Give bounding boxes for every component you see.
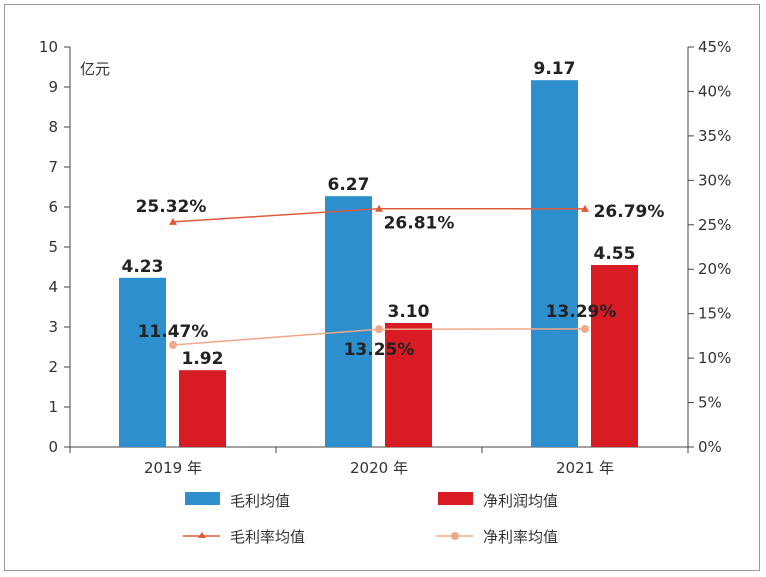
left-tick-label: 5 bbox=[48, 238, 58, 256]
line-point-triangle bbox=[581, 204, 589, 212]
right-tick-label: 35% bbox=[698, 127, 731, 145]
bar-data-label: 3.10 bbox=[388, 302, 430, 322]
legend-triangle-marker bbox=[198, 532, 206, 538]
unit-label: 亿元 bbox=[80, 60, 110, 78]
left-tick-label: 9 bbox=[48, 78, 58, 96]
left-tick-label: 6 bbox=[48, 198, 58, 216]
right-tick-label: 30% bbox=[698, 171, 731, 189]
left-tick-label: 1 bbox=[48, 398, 58, 416]
legend-label: 毛利均值 bbox=[230, 492, 290, 510]
left-tick-label: 0 bbox=[48, 438, 58, 456]
bar-data-label: 9.17 bbox=[534, 59, 576, 79]
x-tick-label: 2020 年 bbox=[350, 459, 408, 477]
left-tick-label: 2 bbox=[48, 358, 58, 376]
bar-data-label: 4.55 bbox=[594, 244, 636, 264]
left-tick-label: 3 bbox=[48, 318, 58, 336]
line-data-label: 26.79% bbox=[594, 202, 665, 222]
chart-frame bbox=[4, 4, 760, 571]
legend-label: 净利率均值 bbox=[483, 528, 558, 546]
line-point-circle bbox=[169, 341, 177, 350]
right-tick-label: 10% bbox=[698, 349, 731, 367]
bar-gross-profit bbox=[531, 80, 578, 447]
line-data-label: 11.47% bbox=[138, 322, 209, 342]
legend-circle-marker bbox=[451, 532, 459, 540]
x-tick-label: 2019 年 bbox=[144, 459, 202, 477]
right-tick-label: 0% bbox=[698, 438, 722, 456]
bar-gross-profit bbox=[325, 196, 372, 447]
right-tick-label: 20% bbox=[698, 260, 731, 278]
bar-net-profit bbox=[385, 323, 432, 447]
line-point-triangle bbox=[169, 217, 177, 225]
right-tick-label: 45% bbox=[698, 38, 731, 56]
left-tick-label: 8 bbox=[48, 118, 58, 136]
line-data-label: 13.25% bbox=[344, 340, 415, 360]
line-data-label: 25.32% bbox=[136, 197, 207, 217]
left-tick-label: 7 bbox=[48, 158, 58, 176]
legend-label: 净利润均值 bbox=[483, 492, 558, 510]
right-tick-label: 40% bbox=[698, 82, 731, 100]
legend-swatch bbox=[185, 492, 220, 505]
line-point-triangle bbox=[375, 204, 383, 212]
line-point-circle bbox=[375, 325, 383, 334]
bar-net-profit bbox=[179, 370, 226, 447]
bar-data-label: 6.27 bbox=[328, 175, 370, 195]
bar-gross-profit bbox=[119, 277, 166, 447]
legend-label: 毛利率均值 bbox=[230, 528, 305, 546]
line-data-label: 26.81% bbox=[384, 214, 455, 234]
line-data-label: 13.29% bbox=[546, 302, 617, 322]
bar-net-profit bbox=[591, 265, 638, 447]
bar-data-label: 1.92 bbox=[182, 349, 224, 369]
left-tick-label: 10 bbox=[39, 38, 58, 56]
line-point-circle bbox=[581, 324, 589, 333]
bar-data-label: 4.23 bbox=[122, 257, 164, 277]
right-tick-label: 15% bbox=[698, 305, 731, 323]
legend-swatch bbox=[438, 492, 473, 505]
right-tick-label: 25% bbox=[698, 216, 731, 234]
right-tick-label: 5% bbox=[698, 394, 722, 412]
x-tick-label: 2021 年 bbox=[556, 459, 614, 477]
left-tick-label: 4 bbox=[48, 278, 58, 296]
